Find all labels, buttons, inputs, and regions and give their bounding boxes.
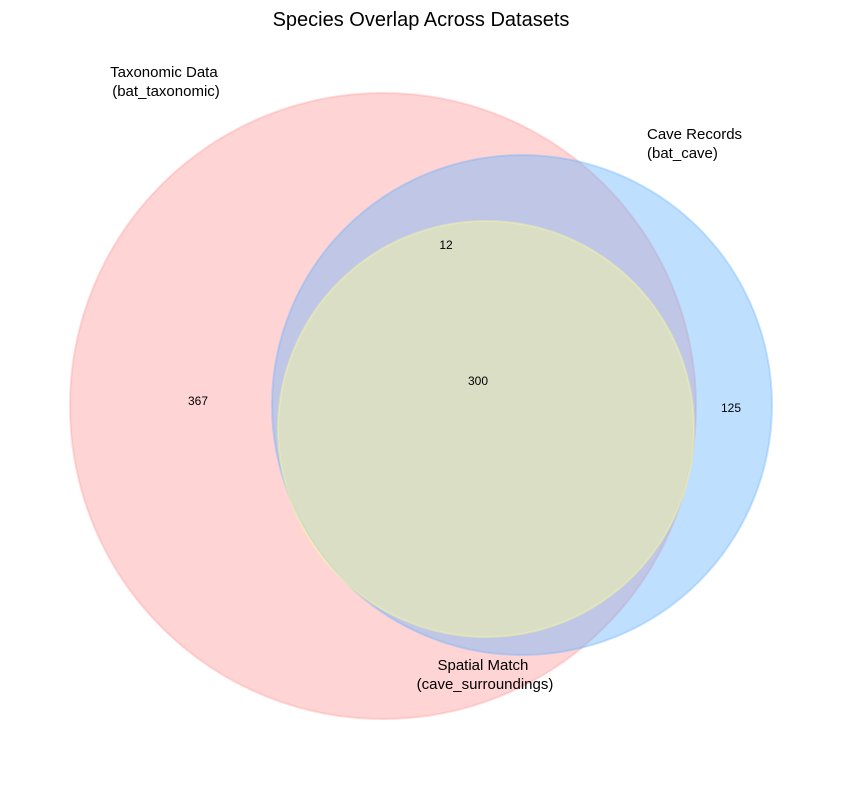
- count-taxonomic-cave: 12: [439, 238, 453, 252]
- circle-spatial: [277, 220, 695, 638]
- count-taxonomic-only: 367: [188, 394, 208, 408]
- label-spatial: Spatial Match (cave_surroundings): [417, 657, 554, 693]
- circle-cave: [271, 154, 773, 656]
- count-all-three: 300: [468, 374, 488, 388]
- label-taxonomic: Taxonomic Data (bat_taxonomic): [110, 64, 222, 100]
- chart-title: Species Overlap Across Datasets: [273, 9, 570, 31]
- label-cave: Cave Records (bat_cave): [647, 126, 746, 162]
- count-cave-only: 125: [721, 401, 741, 415]
- circle-taxonomic: [69, 92, 697, 720]
